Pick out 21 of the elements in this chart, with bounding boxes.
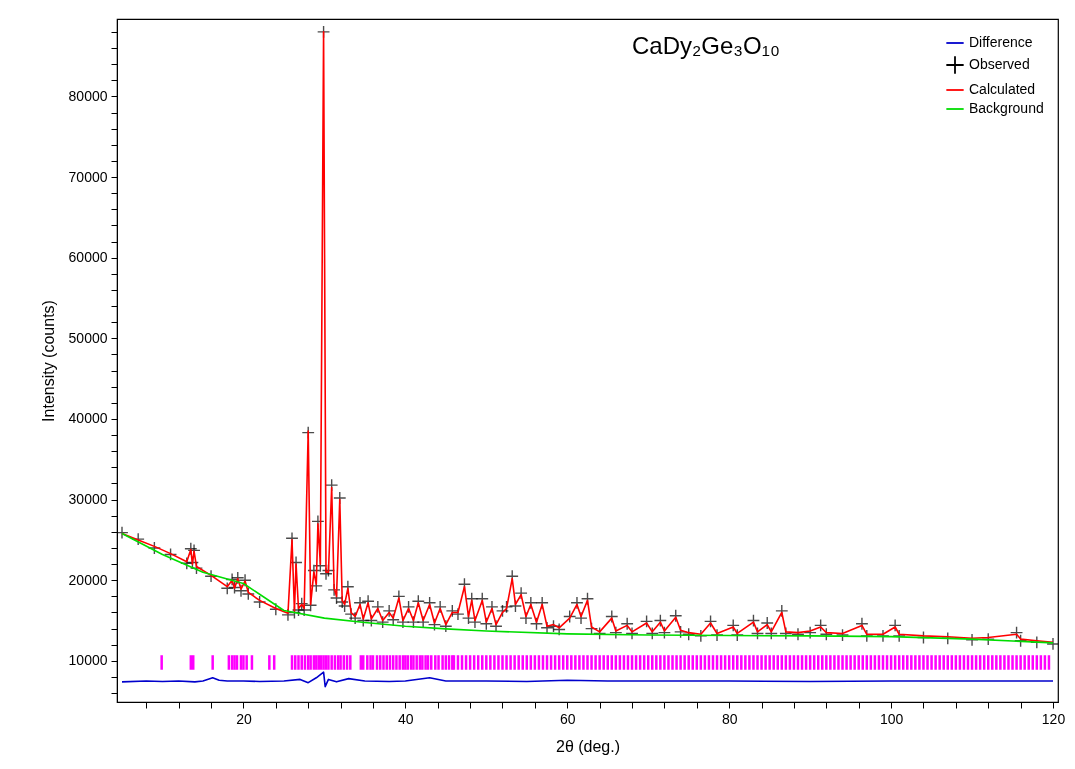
y-tick-label: 80000 xyxy=(68,87,108,104)
legend-label: Difference xyxy=(969,34,1033,50)
y-tick-label: 20000 xyxy=(68,571,108,588)
y-tick-label: 10000 xyxy=(68,652,108,669)
x-axis-title: 2θ (deg.) xyxy=(555,737,621,755)
text: CaDy₂Ge₃O₁₀ xyxy=(632,32,780,59)
x-tick-label: 20 xyxy=(236,710,252,727)
legend-label: Calculated xyxy=(969,81,1036,97)
y-axis-title: Intensity (counts) xyxy=(39,300,57,422)
x-tick-label: 40 xyxy=(398,710,414,727)
y-tick-label: 30000 xyxy=(68,491,108,508)
y-tick-label: 70000 xyxy=(68,168,108,185)
x-tick-label: 100 xyxy=(879,710,904,727)
y-tick-label: 40000 xyxy=(68,410,108,427)
y-tick-label: 60000 xyxy=(68,249,108,266)
x-tick-label: 120 xyxy=(1041,710,1066,727)
x-tick-label: 60 xyxy=(559,710,576,727)
y-tick-label: 50000 xyxy=(68,329,108,346)
x-tick-label: 80 xyxy=(721,710,738,727)
legend-label: Observed xyxy=(969,56,1030,72)
legend-label: Background xyxy=(969,100,1044,116)
